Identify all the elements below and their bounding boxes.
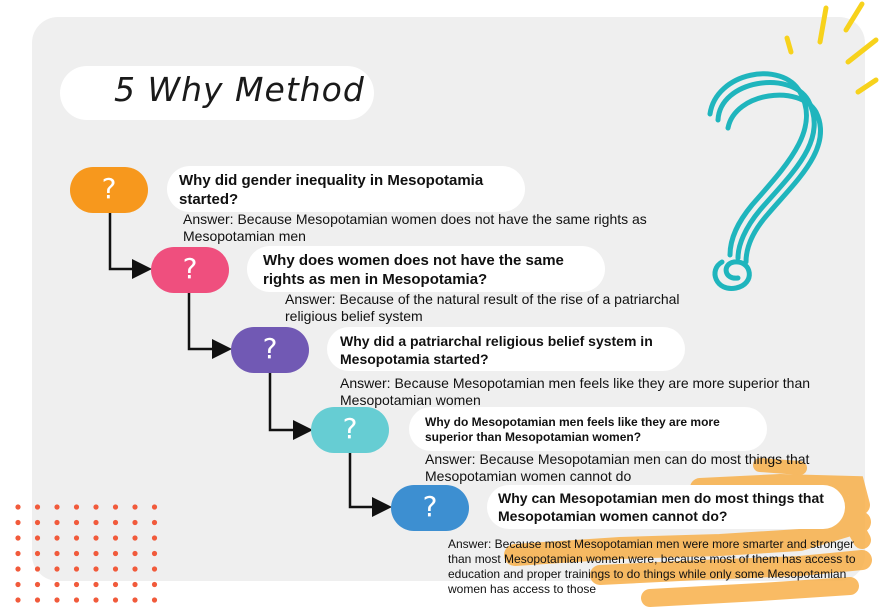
step-4-answer: Answer: Because Mesopotamian men can do …	[425, 451, 810, 484]
decor-dot	[151, 519, 158, 526]
decor-dot	[15, 550, 21, 557]
decor-dot	[112, 519, 119, 526]
step-2-question-pill	[247, 246, 605, 292]
decor-dot	[15, 581, 21, 588]
decor-dot	[73, 535, 80, 541]
step-4-question: Why do Mesopotamian men feels like they …	[425, 415, 720, 444]
decor-dot	[54, 550, 60, 557]
decor-dot	[151, 597, 158, 603]
decor-dot	[93, 597, 99, 603]
decor-dot	[73, 597, 80, 603]
decor-dot	[54, 519, 60, 526]
step-2-node: ?	[151, 247, 229, 293]
decor-dot	[93, 535, 99, 541]
decor-dot	[93, 581, 99, 588]
title-pill	[60, 66, 374, 120]
step-5-question: Why can Mesopotamian men do most things …	[498, 490, 824, 524]
step-5-answer: Answer: Because most Mesopotamian men we…	[448, 537, 856, 596]
step-5-question-pill	[487, 485, 845, 529]
decor-dot	[151, 535, 158, 541]
step-2-answer: Answer: Because of the natural result of…	[285, 291, 680, 324]
decor-dot	[34, 535, 41, 541]
decor-dot	[112, 597, 119, 603]
decor-dot	[112, 550, 119, 557]
decor-dot	[15, 504, 21, 510]
decor-dot	[34, 550, 41, 557]
decor-dot	[15, 597, 21, 603]
decor-dot	[54, 581, 60, 588]
decor-dot	[15, 535, 21, 541]
step-3-question: Why did a patriarchal religious belief s…	[340, 333, 653, 367]
decor-dot	[93, 550, 99, 557]
decor-dot	[54, 535, 60, 541]
decor-dot	[93, 519, 99, 526]
decor-dot	[112, 581, 119, 588]
decor-dot	[132, 550, 138, 557]
decor-dot	[132, 566, 138, 572]
decor-dot	[34, 519, 41, 526]
step-5-node: ?	[391, 485, 469, 531]
decor-dot	[112, 535, 119, 541]
step-1-answer: Answer: Because Mesopotamian women does …	[183, 211, 647, 244]
step-4-node: ?	[311, 407, 389, 453]
decor-dot	[93, 504, 99, 510]
step-2-question: Why does women does not have the same ri…	[263, 252, 564, 288]
spark-lines	[784, 1, 879, 95]
decor-dot	[34, 597, 41, 603]
decor-dot	[132, 535, 138, 541]
decor-dot	[34, 504, 41, 510]
step-1-question-pill	[167, 166, 525, 212]
decor-dot	[93, 566, 99, 572]
decor-dot	[73, 550, 80, 557]
decor-dot	[34, 581, 41, 588]
decor-dot	[132, 519, 138, 526]
step-1-question: Why did gender inequality in Mesopotamia…	[179, 172, 484, 208]
page-title: 5 Why Method	[114, 70, 365, 109]
step-3-answer: Answer: Because Mesopotamian men feels l…	[340, 375, 811, 408]
decor-dot	[15, 519, 21, 526]
decor-dot	[54, 504, 60, 510]
decor-dot	[132, 597, 138, 603]
decor-dot	[151, 504, 158, 510]
decor-dot	[151, 566, 158, 572]
step-3-question-pill	[327, 327, 685, 371]
step-4-question-pill	[409, 407, 767, 451]
decor-dot	[73, 581, 80, 588]
decor-dot	[132, 581, 138, 588]
decor-dot	[34, 566, 41, 572]
decor-dot	[73, 519, 80, 526]
decor-dot	[112, 566, 119, 572]
step-3-node: ?	[231, 327, 309, 373]
step-1-node: ?	[70, 167, 148, 213]
decor-dot	[73, 504, 80, 510]
decor-dot	[54, 597, 60, 603]
decor-dot	[151, 581, 158, 588]
decor-dot	[54, 566, 60, 572]
decor-dot	[15, 566, 21, 572]
decor-dot	[73, 566, 80, 572]
decor-dot	[151, 550, 158, 557]
decor-dot	[112, 504, 119, 510]
decor-dot	[132, 504, 138, 510]
